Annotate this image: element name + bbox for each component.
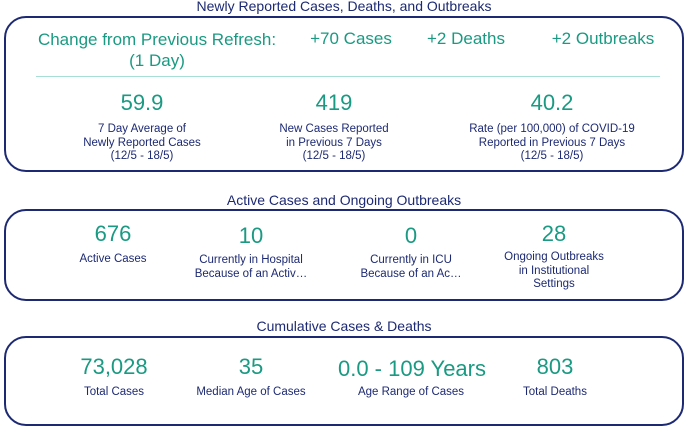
cumulative-panel: 73,028 Total Cases 35 Median Age of Case…: [4, 336, 684, 426]
metric-value-7day-average: 59.9: [120, 90, 164, 115]
outbreaks-change: +2 Outbreaks: [551, 29, 655, 48]
divider: [36, 76, 660, 77]
change-label-line-2: (1 Day): [129, 51, 185, 70]
metric-label-age-range: Age Range of Cases: [357, 386, 465, 398]
change-label-line-1: Change from Previous Refresh:: [37, 30, 277, 49]
metric-label-total-deaths: Total Deaths: [523, 386, 587, 398]
section-title-newly: Newly Reported Cases, Deaths, and Outbre…: [196, 0, 492, 14]
metric-label-ongoing-outbreaks: Ongoing Outbreaks in Institutional Setti…: [504, 251, 604, 290]
metric-value-age-range: 0.0 - 109 Years: [337, 356, 486, 381]
metric-label-active-cases: Active Cases: [79, 253, 147, 265]
metric-label-in-icu: Currently in ICU Because of an Ac…: [360, 254, 462, 280]
metric-value-median-age: 35: [238, 354, 264, 379]
metric-value-total-deaths: 803: [536, 354, 574, 379]
metric-value-rate-per-100k: 40.2: [530, 90, 574, 115]
metric-value-ongoing-outbreaks: 28: [541, 221, 567, 246]
newly-reported-panel: Change from Previous Refresh: (1 Day) +7…: [4, 16, 684, 172]
metric-label-7day-average: 7 Day Average of Newly Reported Cases (1…: [83, 123, 201, 162]
metric-value-in-hospital: 10: [238, 223, 264, 248]
active-cases-panel: 676 Active Cases 10 Currently in Hospita…: [4, 209, 684, 301]
metric-label-rate-per-100k: Rate (per 100,000) of COVID-19 Reported …: [469, 123, 635, 162]
deaths-change: +2 Deaths: [427, 29, 505, 48]
metric-label-total-cases: Total Cases: [83, 386, 145, 398]
change-label: Change from Previous Refresh: (1 Day): [22, 29, 292, 71]
metric-value-total-cases: 73,028: [80, 354, 148, 379]
section-title-cumulative: Cumulative Cases & Deaths: [256, 318, 432, 334]
metric-value-active-cases: 676: [94, 221, 132, 246]
metric-value-in-icu: 0: [404, 223, 418, 248]
metric-label-median-age: Median Age of Cases: [196, 386, 306, 398]
metric-label-in-hospital: Currently in Hospital Because of an Acti…: [194, 254, 308, 280]
section-title-active: Active Cases and Ongoing Outbreaks: [226, 192, 462, 208]
cases-change: +70 Cases: [310, 29, 392, 48]
metric-label-new-cases-7days: New Cases Reported in Previous 7 Days (1…: [279, 123, 389, 162]
metric-value-new-cases-7days: 419: [315, 90, 353, 115]
